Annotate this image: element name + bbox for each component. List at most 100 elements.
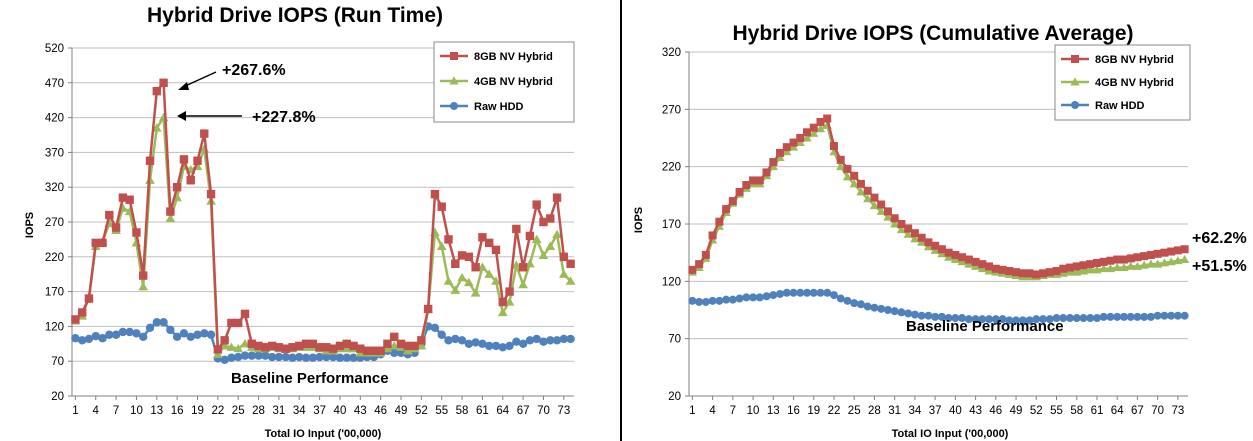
data-point-8gb-nv-hybrid: [782, 143, 791, 152]
data-point-raw-hdd: [247, 351, 256, 360]
data-point-raw-hdd: [1126, 312, 1135, 321]
data-point-8gb-nv-hybrid: [870, 193, 879, 202]
data-point-raw-hdd: [836, 294, 845, 303]
data-point-8gb-nv-hybrid: [856, 179, 865, 188]
data-point-4gb-nv-hybrid: [504, 297, 515, 306]
data-point-8gb-nv-hybrid: [315, 343, 324, 352]
data-point-8gb-nv-hybrid: [410, 341, 419, 351]
data-point-raw-hdd: [1039, 315, 1048, 324]
data-point-4gb-nv-hybrid: [491, 276, 501, 285]
data-point-4gb-nv-hybrid: [341, 343, 352, 353]
data-point-8gb-nv-hybrid: [430, 189, 440, 199]
data-point-8gb-nv-hybrid: [532, 200, 541, 209]
data-point-raw-hdd: [145, 323, 155, 332]
x-tick-label: 70: [1151, 405, 1164, 417]
data-point-4gb-nv-hybrid: [896, 225, 907, 234]
data-point-raw-hdd: [1146, 312, 1155, 321]
x-tick-label: 73: [557, 405, 570, 417]
data-point-raw-hdd: [701, 297, 710, 306]
x-tick-label: 10: [130, 405, 143, 417]
data-point-raw-hdd: [877, 304, 886, 313]
data-point-8gb-nv-hybrid: [1140, 252, 1149, 261]
y-tick-label: 270: [662, 104, 681, 116]
data-point-raw-hdd: [904, 309, 913, 318]
data-point-8gb-nv-hybrid: [91, 238, 100, 248]
data-point-4gb-nv-hybrid: [1105, 264, 1116, 273]
annotation-arrow-2: [177, 111, 242, 121]
data-point-8gb-nv-hybrid: [186, 176, 195, 185]
data-point-8gb-nv-hybrid: [356, 344, 365, 353]
data-point-8gb-nv-hybrid: [796, 134, 805, 142]
data-point-8gb-nv-hybrid: [951, 250, 960, 259]
data-point-8gb-nv-hybrid: [1126, 254, 1135, 263]
data-point-8gb-nv-hybrid: [1092, 258, 1101, 267]
chart-title: Hybrid Drive IOPS (Cumulative Average): [732, 22, 1133, 45]
x-tick-label: 13: [767, 405, 780, 417]
data-point-4gb-nv-hybrid: [457, 272, 467, 282]
data-point-4gb-nv-hybrid: [1146, 259, 1156, 268]
runtime-chart-panel: Hybrid Drive IOPS (Run Time) 20 70 120 170 2…: [0, 0, 622, 441]
data-point-8gb-nv-hybrid: [688, 265, 697, 274]
y-tick-label: 320: [662, 47, 681, 59]
data-point-raw-hdd: [843, 296, 852, 305]
data-point-8gb-nv-hybrid: [695, 260, 704, 269]
data-point-4gb-nv-hybrid: [883, 212, 893, 221]
x-tick-label: 19: [191, 405, 204, 417]
data-point-8gb-nv-hybrid: [1065, 263, 1074, 272]
data-point-4gb-nv-hybrid: [836, 162, 846, 171]
data-point-8gb-nv-hybrid: [505, 287, 514, 296]
data-point-raw-hdd: [809, 288, 818, 297]
data-point-8gb-nv-hybrid: [890, 214, 899, 223]
data-point-raw-hdd: [749, 293, 758, 302]
data-point-8gb-nv-hybrid: [1180, 245, 1189, 254]
x-axis-label: Total IO Input ('00,000): [265, 428, 382, 440]
data-point-4gb-nv-hybrid: [795, 137, 805, 147]
data-point-raw-hdd: [166, 325, 175, 335]
legend-marker-4gb-nv-hybrid: [449, 76, 459, 85]
data-point-8gb-nv-hybrid: [1059, 264, 1068, 273]
x-tick-label: 58: [1070, 405, 1083, 417]
data-point-8gb-nv-hybrid: [491, 245, 501, 255]
data-point-8gb-nv-hybrid: [742, 181, 751, 190]
y-tick-label: 420: [45, 113, 64, 125]
data-point-4gb-nv-hybrid: [869, 201, 880, 210]
data-point-raw-hdd: [924, 311, 933, 320]
x-tick-label: 61: [476, 405, 489, 417]
data-point-raw-hdd: [559, 334, 569, 344]
data-point-raw-hdd: [796, 288, 805, 297]
data-point-raw-hdd: [910, 310, 919, 319]
data-point-raw-hdd: [829, 291, 838, 300]
data-point-8gb-nv-hybrid: [749, 176, 758, 185]
y-tick-label: 20: [668, 391, 681, 403]
data-point-4gb-nv-hybrid: [910, 234, 920, 243]
data-point-8gb-nv-hybrid: [1167, 247, 1176, 256]
data-point-4gb-nv-hybrid: [788, 142, 799, 151]
data-point-8gb-nv-hybrid: [288, 343, 297, 352]
x-tick-label: 43: [969, 405, 982, 417]
data-point-4gb-nv-hybrid: [464, 277, 474, 287]
data-point-4gb-nv-hybrid: [213, 349, 223, 358]
data-point-raw-hdd: [227, 353, 236, 362]
x-tick-label: 22: [211, 405, 224, 417]
data-point-8gb-nv-hybrid: [77, 308, 87, 317]
data-point-raw-hdd: [105, 330, 114, 339]
data-point-8gb-nv-hybrid: [295, 341, 304, 351]
data-point-8gb-nv-hybrid: [1025, 269, 1034, 278]
x-tick-label: 4: [709, 405, 716, 417]
data-point-8gb-nv-hybrid: [836, 155, 845, 164]
data-point-raw-hdd: [315, 352, 324, 362]
data-point-raw-hdd: [139, 332, 148, 342]
data-point-8gb-nv-hybrid: [518, 263, 528, 272]
data-point-raw-hdd: [1173, 311, 1182, 320]
data-point-raw-hdd: [172, 332, 182, 342]
data-point-raw-hdd: [816, 288, 825, 297]
annotation-arrow-1: [178, 71, 217, 90]
data-point-8gb-nv-hybrid: [877, 200, 886, 209]
data-point-raw-hdd: [335, 353, 345, 362]
data-point-raw-hdd: [762, 292, 771, 301]
data-point-raw-hdd: [971, 315, 980, 324]
legend-label-raw-hdd: Raw HDD: [474, 101, 524, 113]
data-point-8gb-nv-hybrid: [132, 228, 141, 237]
data-point-raw-hdd: [735, 294, 744, 303]
data-point-8gb-nv-hybrid: [863, 186, 872, 195]
